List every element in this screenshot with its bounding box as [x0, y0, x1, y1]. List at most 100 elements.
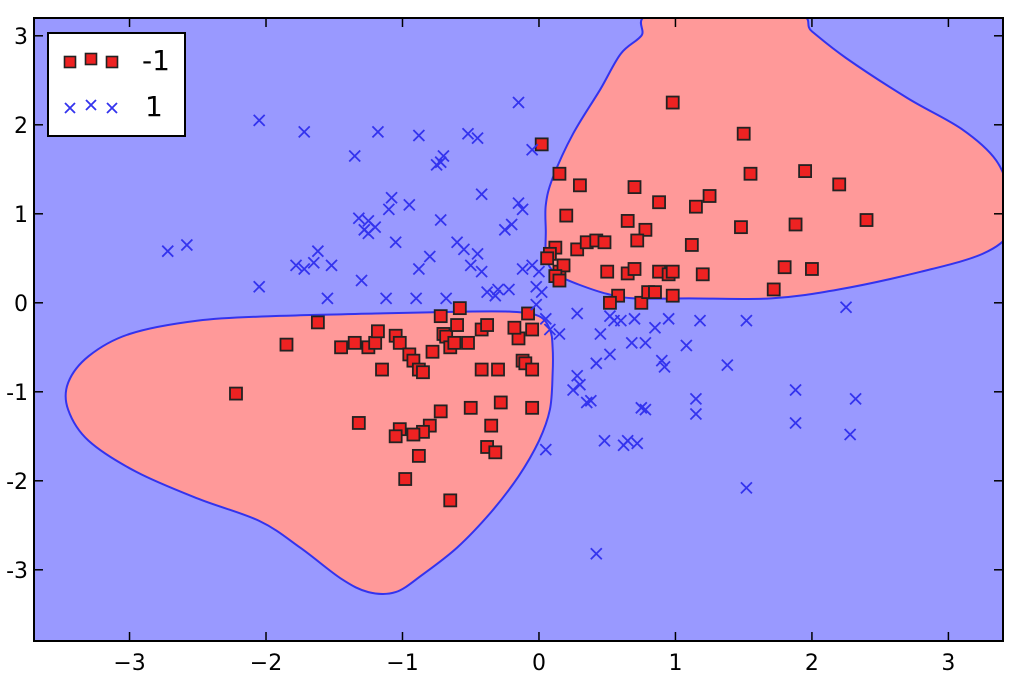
point-class-1-x	[480, 285, 494, 299]
point-class-1-x	[571, 369, 584, 382]
legend-label-neg1: -1	[142, 44, 170, 77]
point-class-1-x	[571, 307, 584, 320]
point-class-1-x	[461, 127, 475, 140]
point-class-1-x	[849, 392, 862, 406]
point-class-neg1-square	[743, 166, 758, 181]
point-class-neg1-square	[648, 285, 662, 300]
point-class-1-x	[298, 262, 311, 276]
point-class-neg1-square	[665, 288, 680, 303]
point-class-neg1-square	[416, 365, 430, 380]
point-class-1-x	[789, 416, 802, 430]
x-tick-label: 2	[805, 651, 819, 676]
y-tick-label: 3	[14, 25, 28, 50]
point-class-neg1-square	[375, 362, 389, 377]
point-class-neg1-square	[447, 335, 462, 350]
point-class-1-x	[379, 292, 393, 305]
point-class-1-x	[161, 245, 174, 258]
point-class-1-x	[655, 354, 668, 367]
point-class-1-x	[180, 238, 193, 252]
point-class-neg1-square	[665, 95, 680, 110]
point-class-neg1-square	[534, 137, 549, 152]
point-class-neg1-square	[347, 335, 362, 350]
point-class-neg1-square	[734, 220, 748, 235]
data-points	[161, 95, 874, 560]
point-class-1-x	[437, 149, 450, 163]
plot-frame	[33, 17, 1004, 642]
point-class-1-x	[689, 392, 703, 406]
x-tick-label: 3	[941, 651, 955, 676]
point-class-1-x	[532, 265, 546, 278]
point-class-1-x	[844, 428, 857, 441]
legend-label-pos1: 1	[145, 90, 163, 123]
point-class-1-x	[434, 213, 447, 227]
point-class-1-x	[639, 336, 652, 349]
point-class-1-x	[740, 481, 753, 495]
point-class-1-x	[471, 132, 484, 145]
point-class-neg1-square	[627, 262, 642, 276]
decision-regions	[34, 18, 1003, 641]
point-class-neg1-square	[766, 282, 781, 297]
point-class-1-x	[385, 191, 398, 204]
point-class-1-x	[505, 218, 518, 231]
legend-marker-square	[63, 55, 77, 69]
point-class-1-x	[789, 383, 802, 397]
point-class-1-x	[680, 339, 693, 352]
point-class-1-x	[603, 348, 617, 361]
point-class-neg1-square	[334, 340, 348, 355]
point-class-neg1-square	[461, 335, 475, 350]
point-class-neg1-square	[484, 418, 499, 433]
point-class-1-x	[355, 274, 368, 287]
point-class-1-x	[512, 196, 525, 210]
point-class-1-x	[639, 403, 652, 416]
point-class-1-x	[648, 321, 662, 334]
x-tick-label: 0	[532, 651, 546, 676]
point-class-1-x	[325, 259, 338, 272]
legend-marker-square	[84, 52, 98, 66]
point-class-1-x	[307, 256, 320, 269]
point-class-neg1-square	[788, 217, 803, 232]
point-class-1-x	[321, 292, 334, 305]
point-class-neg1-square	[525, 322, 540, 337]
point-class-1-x	[403, 198, 416, 212]
point-class-1-x	[253, 114, 266, 127]
y-tick-label: -2	[6, 470, 28, 495]
y-tick-label: 2	[14, 114, 28, 139]
point-class-neg1-square	[351, 416, 366, 430]
point-class-neg1-square	[695, 267, 710, 282]
point-class-1-x	[573, 378, 587, 391]
point-class-1-x	[740, 314, 753, 327]
x-tick-label: 1	[668, 651, 682, 676]
point-class-1-x	[389, 236, 402, 249]
point-class-neg1-square	[798, 164, 813, 178]
point-class-neg1-square	[480, 318, 495, 332]
point-class-1-x	[580, 396, 593, 409]
point-class-1-x	[584, 394, 597, 407]
point-class-neg1-square	[463, 400, 478, 415]
point-class-neg1-square	[859, 213, 874, 227]
point-class-neg1-square	[398, 472, 413, 486]
point-class-1-x	[475, 188, 488, 201]
y-tick-label: 1	[14, 203, 28, 228]
point-class-neg1-square	[597, 235, 612, 250]
point-class-1-x	[625, 336, 638, 349]
point-class-1-x	[539, 312, 552, 325]
legend-marker-square	[105, 55, 119, 69]
point-class-1-x	[553, 327, 566, 341]
point-class-neg1-square	[627, 180, 642, 195]
point-class-1-x	[502, 283, 516, 296]
point-class-neg1-square	[525, 400, 540, 415]
point-class-neg1-square	[689, 199, 703, 214]
point-class-1-x	[590, 357, 603, 370]
point-class-1-x	[526, 143, 539, 156]
legend-marker-x	[106, 102, 118, 114]
point-class-neg1-square	[229, 386, 243, 401]
point-class-neg1-square	[665, 264, 680, 279]
y-tick-label: -1	[6, 381, 28, 406]
point-class-neg1-square	[433, 404, 448, 419]
point-class-neg1-square	[540, 251, 555, 266]
point-class-1-x	[475, 265, 488, 278]
point-class-1-x	[635, 401, 648, 414]
point-class-neg1-square	[474, 362, 489, 377]
point-class-1-x	[539, 443, 552, 456]
point-class-1-x	[543, 323, 557, 336]
